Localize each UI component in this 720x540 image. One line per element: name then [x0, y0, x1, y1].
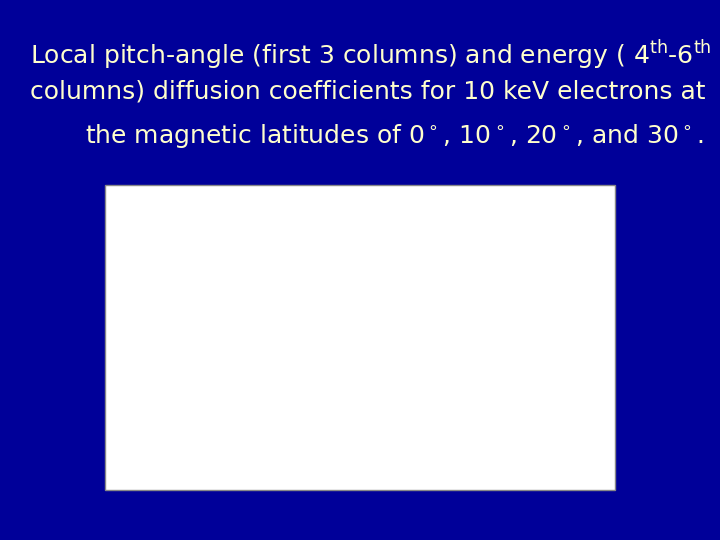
Bar: [105, 185, 615, 490]
Text: Local pitch-angle (first 3 columns) and energy ( 4$^{\rm th}$-6$^{\rm th}$: Local pitch-angle (first 3 columns) and …: [30, 38, 711, 71]
Text: columns) diffusion coefficients for 10 keV electrons at: columns) diffusion coefficients for 10 k…: [30, 80, 706, 104]
Text: the magnetic latitudes of 0$^\circ$, 10$^\circ$, 20$^\circ$, and 30$^\circ$.: the magnetic latitudes of 0$^\circ$, 10$…: [85, 122, 704, 150]
